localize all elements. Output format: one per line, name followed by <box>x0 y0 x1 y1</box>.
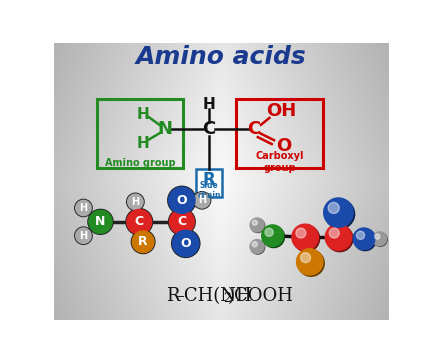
Circle shape <box>354 229 376 251</box>
Circle shape <box>252 242 257 247</box>
Circle shape <box>194 193 210 208</box>
Text: H: H <box>79 231 88 241</box>
Circle shape <box>372 232 387 246</box>
Text: Side
chain: Side chain <box>197 181 221 199</box>
Text: 2: 2 <box>223 292 231 305</box>
Text: R: R <box>138 235 148 248</box>
Text: H: H <box>131 197 140 207</box>
Text: –CH(NH: –CH(NH <box>176 287 252 305</box>
Circle shape <box>297 249 323 275</box>
Circle shape <box>76 200 91 216</box>
Circle shape <box>169 187 195 213</box>
Text: N: N <box>157 121 172 139</box>
Circle shape <box>265 228 273 237</box>
Circle shape <box>252 220 257 225</box>
Text: H: H <box>198 195 206 205</box>
Circle shape <box>324 198 353 227</box>
Circle shape <box>353 228 375 249</box>
Circle shape <box>325 224 352 250</box>
Circle shape <box>127 210 152 234</box>
Text: O: O <box>276 138 291 156</box>
Circle shape <box>293 225 320 252</box>
Circle shape <box>172 229 200 257</box>
Circle shape <box>298 250 324 276</box>
Circle shape <box>251 219 265 233</box>
Circle shape <box>75 227 92 244</box>
Text: N: N <box>95 215 106 228</box>
Text: Carboxyl
group: Carboxyl group <box>255 150 304 173</box>
Circle shape <box>127 193 144 211</box>
Circle shape <box>131 230 155 253</box>
Circle shape <box>301 253 311 263</box>
Text: OH: OH <box>266 102 296 120</box>
Text: C: C <box>177 215 187 228</box>
Circle shape <box>356 231 365 239</box>
Text: R: R <box>166 287 180 305</box>
Circle shape <box>168 208 195 235</box>
Text: C: C <box>248 121 260 139</box>
Circle shape <box>328 202 339 213</box>
Circle shape <box>327 225 353 252</box>
Circle shape <box>172 230 199 256</box>
Circle shape <box>194 192 211 209</box>
Circle shape <box>292 224 318 250</box>
Circle shape <box>168 186 196 214</box>
Circle shape <box>375 234 380 239</box>
Circle shape <box>169 210 194 234</box>
Text: R: R <box>203 171 216 189</box>
Bar <box>196 169 222 197</box>
Circle shape <box>89 210 112 233</box>
Text: H: H <box>203 97 216 112</box>
Text: Amino acids: Amino acids <box>136 45 307 69</box>
Circle shape <box>262 225 283 247</box>
Text: O: O <box>177 194 187 207</box>
Bar <box>236 99 323 168</box>
Circle shape <box>127 194 143 210</box>
Circle shape <box>75 199 92 217</box>
Circle shape <box>329 228 339 238</box>
Text: C: C <box>202 121 216 139</box>
Circle shape <box>296 228 306 238</box>
Text: C: C <box>135 215 144 228</box>
Circle shape <box>76 228 91 243</box>
Circle shape <box>373 233 387 246</box>
Circle shape <box>88 210 113 234</box>
Circle shape <box>250 218 264 232</box>
Circle shape <box>132 231 154 253</box>
Circle shape <box>263 226 285 248</box>
Circle shape <box>126 208 152 235</box>
Text: )COOH: )COOH <box>228 287 293 305</box>
Text: O: O <box>181 237 191 250</box>
Circle shape <box>251 240 265 254</box>
Circle shape <box>250 239 264 253</box>
Bar <box>97 99 184 168</box>
Text: H: H <box>79 203 88 213</box>
Text: H: H <box>137 136 149 151</box>
Text: Amino group: Amino group <box>105 158 175 167</box>
Text: H: H <box>137 107 149 122</box>
Circle shape <box>325 199 355 229</box>
